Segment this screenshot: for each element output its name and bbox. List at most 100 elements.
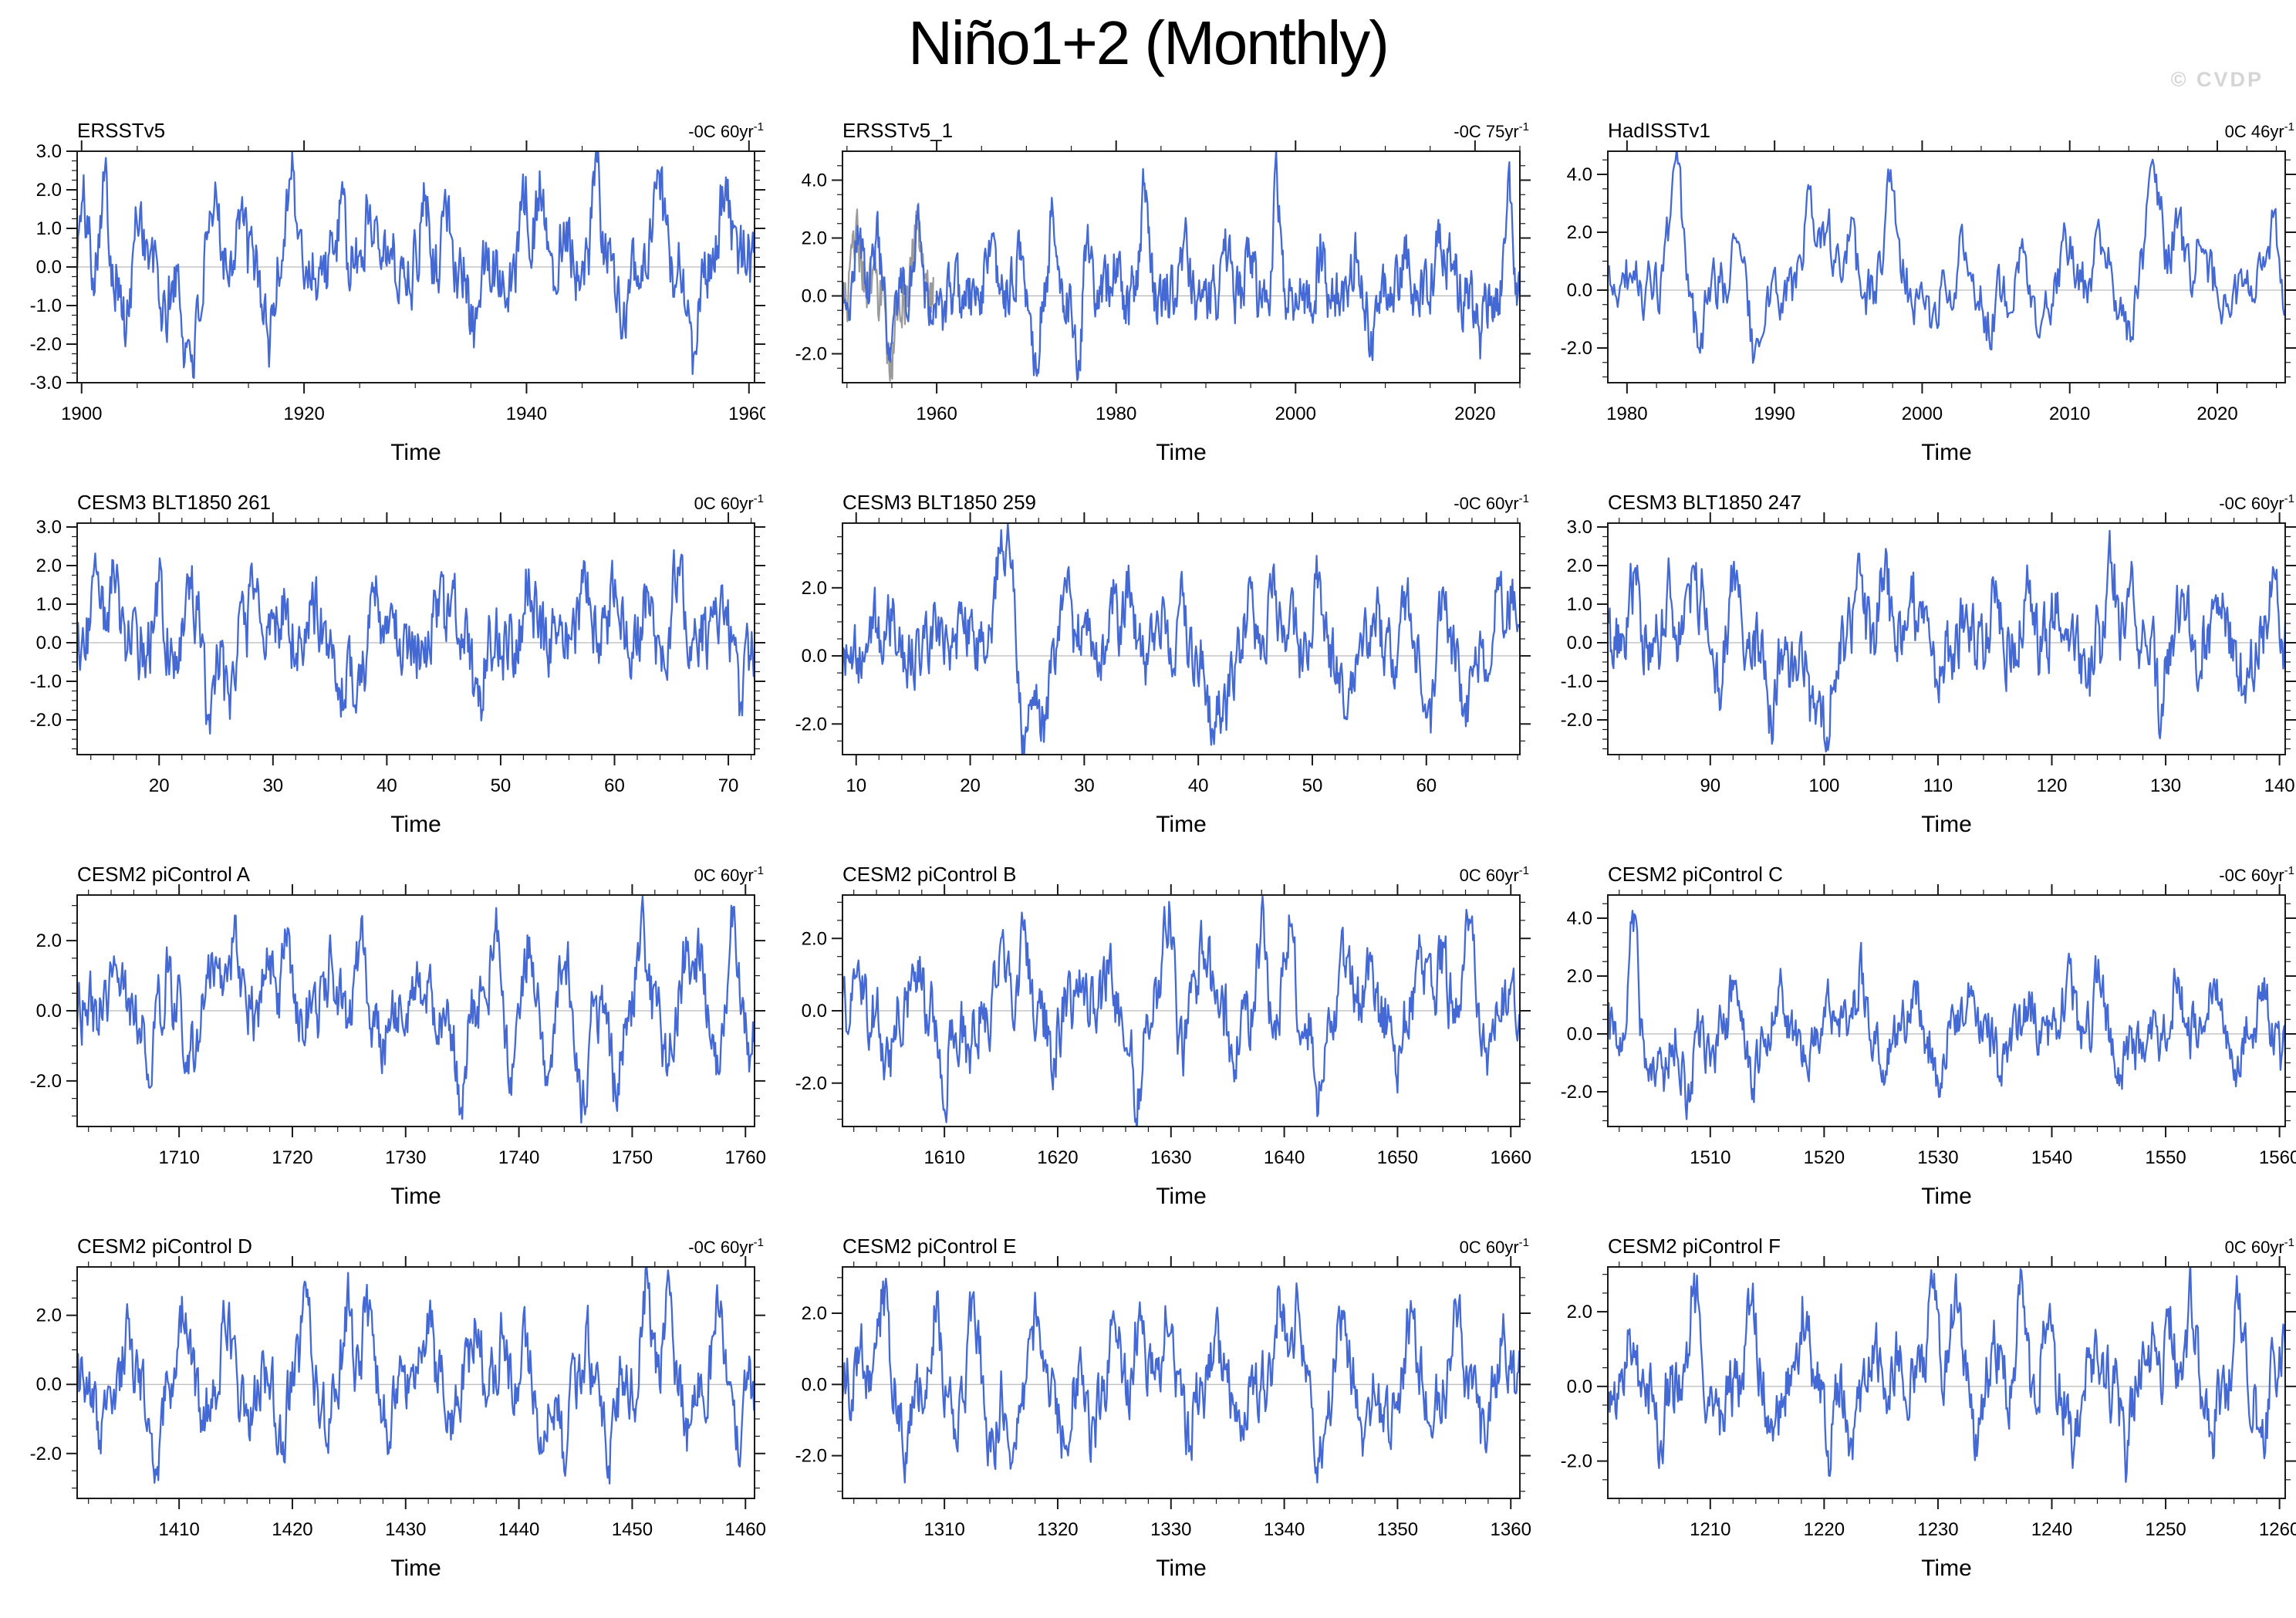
cvdp-watermark: © CVDP	[2170, 68, 2264, 91]
y-tick-label: 2.0	[36, 1306, 62, 1326]
y-tick-label: 2.0	[1567, 966, 1592, 987]
x-tick-label: 100	[1808, 775, 1839, 796]
y-tick-label: 2.0	[802, 578, 827, 599]
x-tick-label: 1220	[1804, 1519, 1845, 1540]
x-tick-label: 1440	[498, 1519, 539, 1540]
series-line	[77, 549, 755, 735]
timeseries-plot-cesm3-blt1850-261: 20 30 40 50 60 70 3.0 2.0 1.0 0.0 -1.0 -2.0 CESM3 BL…	[30, 491, 765, 837]
y-tick-label: -2.0	[795, 714, 827, 735]
y-tick-label: -2.0	[30, 710, 62, 731]
y-tick-label: 1.0	[36, 594, 62, 615]
y-tick-label: 4.0	[802, 171, 827, 191]
y-tick-label: 0.0	[1567, 1376, 1592, 1397]
series-line	[1608, 529, 2285, 753]
y-tick-label: 0.0	[1567, 633, 1592, 654]
x-tick-label: 1900	[61, 404, 102, 424]
plot-frame	[1607, 522, 2286, 755]
x-tick-label: 1940	[506, 404, 547, 424]
timeseries-plot-hadisstv1: 1980 1990 2000 2010 2020 4.0 2.0 0.0 -2.0 HadISST…	[1561, 119, 2296, 465]
x-tick-label: 40	[376, 775, 397, 796]
y-tick-label: 2.0	[1567, 1302, 1592, 1322]
plot-frame	[1607, 150, 2286, 383]
x-tick-label: 1350	[1377, 1519, 1418, 1540]
x-tick-label: 1980	[1096, 404, 1136, 424]
panel-title: ERSSTv5	[77, 119, 165, 142]
y-tick-label: -2.0	[795, 1446, 827, 1467]
x-tick-label: 1330	[1150, 1519, 1191, 1540]
x-tick-label: 1980	[1606, 404, 1647, 424]
y-tick-label: 0.0	[802, 286, 827, 307]
x-tick-label: 1620	[1037, 1147, 1078, 1168]
y-tick-label: -2.0	[30, 1071, 62, 1092]
trend-label: -0C 60yr-1	[2219, 864, 2294, 885]
trend-label: 0C 60yr-1	[2225, 1236, 2294, 1257]
y-tick-label: -2.0	[795, 344, 827, 365]
time-axis-label: Time	[1156, 440, 1207, 465]
timeseries-plot-cesm2-picontrol-f: 1210 1220 1230 1240 1250 1260 2.0 0.0 -2.0 CESM2 …	[1561, 1235, 2296, 1581]
time-axis-label: Time	[390, 1556, 441, 1581]
y-tick-label: 2.0	[802, 928, 827, 949]
y-tick-label: -2.0	[30, 334, 62, 355]
y-tick-label: 0.0	[1567, 280, 1592, 301]
trend-label: 0C 60yr-1	[1460, 1236, 1529, 1257]
y-tick-label: -2.0	[1561, 1451, 1592, 1472]
panel-cesm2-picontrol-b: 1610 1620 1630 1640 1650 1660 2.0 0.0 -2.0 CESM2 …	[765, 861, 1531, 1233]
x-tick-label: 1230	[1917, 1519, 1958, 1540]
y-tick-label: 2.0	[1567, 556, 1592, 576]
panel-title: CESM2 piControl D	[77, 1235, 252, 1258]
y-tick-label: 0.0	[36, 257, 62, 278]
trend-label: 0C 60yr-1	[1460, 864, 1529, 885]
plot-frame	[76, 522, 755, 755]
panel-ersstv5: 1900 1920 1940 1960 3.0 2.0 1.0 0.0 -1.0 -2.0 -3.0…	[0, 117, 765, 489]
series-line	[842, 523, 1520, 755]
x-tick-label: 2020	[2196, 404, 2237, 424]
x-tick-label: 1960	[916, 404, 957, 424]
time-axis-label: Time	[1921, 1556, 1972, 1581]
x-tick-label: 1990	[1754, 404, 1795, 424]
y-tick-label: -1.0	[30, 671, 62, 692]
y-tick-label: 2.0	[802, 1303, 827, 1324]
x-tick-label: 50	[1302, 775, 1323, 796]
panel-title: ERSSTv5_1	[842, 119, 953, 142]
panel-cesm2-picontrol-a: 1710 1720 1730 1740 1750 1760 2.0 0.0 -2.0 CESM2 …	[0, 861, 765, 1233]
x-tick-label: 1310	[923, 1519, 964, 1540]
x-tick-label: 1240	[2031, 1519, 2072, 1540]
figure-title: Niño1+2 (Monthly)	[908, 8, 1389, 77]
x-tick-label: 30	[262, 775, 283, 796]
timeseries-plot-ersstv5-1: 1960 1980 2000 2020 4.0 2.0 0.0 -2.0 ERSSTv5_1 -0…	[795, 119, 1531, 465]
x-tick-label: 2000	[1902, 404, 1943, 424]
time-axis-label: Time	[1921, 440, 1972, 465]
panel-title: CESM2 piControl F	[1608, 1235, 1781, 1258]
x-tick-label: 40	[1188, 775, 1209, 796]
trend-label: 0C 60yr-1	[694, 492, 764, 513]
x-tick-label: 1740	[498, 1147, 539, 1168]
time-axis-label: Time	[1156, 1556, 1207, 1581]
x-tick-label: 90	[1700, 775, 1720, 796]
trend-label: -0C 60yr-1	[2219, 492, 2294, 513]
series-line	[77, 895, 755, 1124]
x-tick-label: 50	[491, 775, 512, 796]
trend-label: -0C 60yr-1	[1454, 492, 1529, 513]
trend-label: 0C 60yr-1	[694, 864, 764, 885]
x-tick-label: 70	[718, 775, 739, 796]
x-tick-label: 1630	[1150, 1147, 1191, 1168]
y-tick-label: 4.0	[1567, 164, 1592, 185]
x-tick-label: 60	[604, 775, 625, 796]
y-tick-label: 0.0	[802, 1374, 827, 1395]
x-tick-label: 1450	[612, 1519, 653, 1540]
panel-cesm3-blt1850-261: 20 30 40 50 60 70 3.0 2.0 1.0 0.0 -1.0 -2.0 CESM3 BL…	[0, 489, 765, 861]
panel-cesm3-blt1850-259: 10 20 30 40 50 60 2.0 0.0 -2.0 CESM3 BLT1850 259 -…	[765, 489, 1531, 861]
x-tick-label: 1540	[2031, 1147, 2072, 1168]
series-line	[77, 151, 755, 380]
y-tick-label: 2.0	[36, 931, 62, 951]
trend-label: -0C 60yr-1	[688, 120, 764, 141]
time-axis-label: Time	[1156, 1184, 1207, 1209]
panels-grid: 1900 1920 1940 1960 3.0 2.0 1.0 0.0 -1.0 -2.0 -3.0…	[0, 117, 2296, 1605]
x-tick-label: 1410	[158, 1519, 199, 1540]
x-tick-label: 1530	[1917, 1147, 1958, 1168]
y-tick-label: 3.0	[36, 141, 62, 162]
series-line	[1608, 151, 2285, 364]
panel-cesm2-picontrol-d: 1410 1420 1430 1440 1450 1460 2.0 0.0 -2.0 CESM2 …	[0, 1233, 765, 1605]
trend-label: -0C 60yr-1	[688, 1236, 764, 1257]
plot-frame	[76, 1266, 755, 1499]
